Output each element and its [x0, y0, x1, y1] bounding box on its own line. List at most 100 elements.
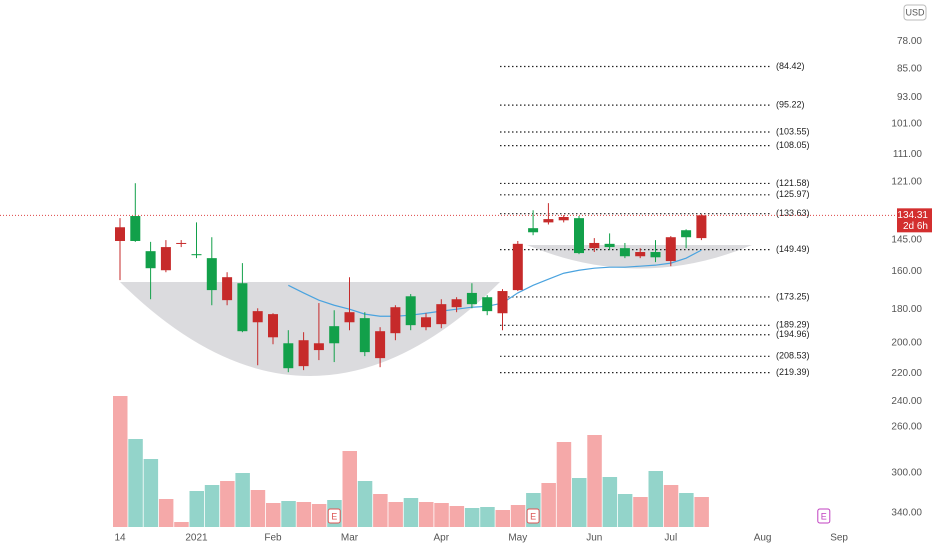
volume-bar: [158, 499, 174, 527]
level-label: (149.49): [776, 244, 810, 254]
price-box: [897, 208, 932, 233]
earnings-label: E: [821, 511, 827, 521]
volume-bar: [235, 473, 250, 527]
volume-bar: [403, 498, 419, 527]
volume-bar: [311, 504, 327, 527]
candle-body: [528, 228, 539, 233]
level-label: (125.97): [776, 189, 810, 199]
volume-bar: [510, 505, 526, 527]
earnings-label: E: [331, 511, 337, 521]
candle-body: [145, 251, 156, 269]
candle-body: [558, 216, 569, 221]
x-tick-label: Apr: [434, 533, 450, 544]
candle-body: [283, 343, 294, 369]
handle-shape: [527, 245, 752, 269]
candle-body: [359, 318, 370, 353]
candle-body: [482, 297, 493, 312]
candle-body: [650, 252, 661, 258]
candle-body: [313, 343, 324, 351]
x-tick-label: May: [508, 533, 527, 544]
candle-body: [436, 304, 447, 325]
candle-body: [665, 237, 676, 262]
volume-bar: [143, 459, 159, 527]
volume-bar: [357, 481, 373, 527]
cup-shape: [120, 282, 500, 376]
candle-body: [543, 219, 554, 223]
volume-bar: [495, 510, 510, 527]
volume-bar: [679, 493, 694, 527]
y-tick-label: 240.00: [891, 396, 922, 407]
candle-body: [176, 242, 187, 244]
level-label: (194.96): [776, 329, 810, 339]
y-tick-label: 340.00: [891, 508, 922, 519]
y-tick-label: 220.00: [891, 368, 922, 379]
level-label: (133.63): [776, 208, 810, 218]
x-tick-label: Mar: [341, 533, 359, 544]
volume-bar: [250, 490, 266, 527]
candle-body: [160, 247, 171, 271]
volume-bar: [281, 501, 296, 527]
level-label: (95.22): [776, 99, 805, 109]
moving-average: [288, 249, 702, 317]
currency-box: [903, 4, 927, 21]
volume-bar: [556, 442, 572, 527]
level-label: (219.39): [776, 367, 810, 377]
x-tick-label: Sep: [830, 533, 848, 544]
candle-body: [191, 254, 202, 256]
x-tick-label: Aug: [754, 533, 772, 544]
candle-body: [466, 292, 477, 305]
level-label: (208.53): [776, 351, 810, 361]
candle-body: [574, 218, 584, 254]
candle-body: [329, 326, 340, 344]
candle-body: [421, 317, 431, 328]
x-tick-label: 2021: [185, 533, 208, 544]
volume-bar: [648, 471, 663, 527]
y-tick-label: 121.00: [891, 177, 922, 188]
candle-body: [589, 242, 600, 249]
candle-body: [681, 230, 692, 238]
countdown: 2d 6h: [903, 221, 928, 232]
volume-bar: [602, 477, 618, 527]
level-label: (84.42): [776, 61, 805, 71]
volume-bar: [296, 502, 312, 527]
volume-bar: [694, 497, 709, 527]
candle-body: [206, 258, 217, 291]
volume-bar: [449, 506, 465, 527]
volume-bar: [633, 497, 648, 527]
level-label: (121.58): [776, 178, 810, 188]
candle-body: [635, 252, 646, 257]
y-tick-label: 180.00: [891, 304, 922, 315]
volume-bar: [480, 507, 495, 527]
earnings-box: [327, 508, 341, 524]
x-tick-label: Feb: [264, 533, 282, 544]
candle-body: [497, 291, 508, 314]
y-tick-label: 200.00: [891, 338, 922, 349]
volume-bar: [189, 491, 204, 527]
y-tick-label: 160.00: [891, 266, 922, 277]
candle-body: [130, 216, 141, 241]
price-label: 134.31: [897, 210, 928, 221]
earnings-box: [526, 508, 540, 524]
volume-bar: [266, 503, 281, 527]
y-tick-label: 145.00: [891, 235, 922, 246]
candle-body: [344, 312, 355, 323]
volume-bar: [587, 435, 602, 527]
volume-bar: [572, 478, 587, 527]
y-tick-label: 300.00: [891, 468, 922, 479]
volume-bar: [204, 485, 220, 527]
x-tick-label: Jun: [586, 533, 602, 544]
volume-bar: [541, 483, 556, 527]
x-tick-label: 14: [114, 533, 126, 544]
y-tick-label: 101.00: [891, 119, 922, 130]
candle-body: [390, 307, 401, 334]
candle-body: [268, 314, 278, 338]
candle-body: [405, 296, 416, 326]
volume-bar: [388, 502, 403, 527]
x-tick-label: Jul: [664, 533, 677, 544]
candle-body: [375, 331, 386, 359]
y-tick-label: 85.00: [897, 63, 922, 74]
candle-body: [115, 227, 125, 241]
level-label: (189.29): [776, 320, 810, 330]
level-label: (173.25): [776, 291, 810, 301]
